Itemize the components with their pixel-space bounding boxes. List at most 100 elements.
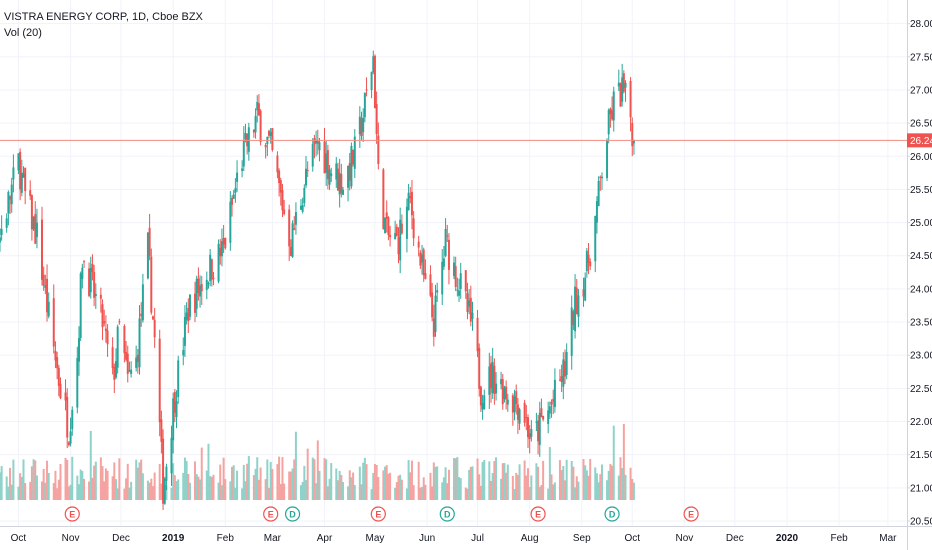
candle-body [525,417,528,419]
candle-body [52,298,55,347]
volume-bars [0,423,635,500]
event-letter: E [69,510,75,520]
volume-bar [397,475,400,500]
candle-body [336,168,339,191]
volume-bar [611,465,614,500]
candle-body [125,352,128,360]
dividend-marker[interactable]: D [439,506,455,522]
candle-body [600,176,603,179]
price-tick-label: 26.50 [910,119,932,130]
candle-body [326,150,329,180]
candle-body [44,285,47,288]
event-letter: D [609,510,616,520]
candle-body [151,316,154,320]
volume-bar [114,479,117,500]
volume-bar [5,476,8,500]
event-circle [370,506,386,522]
volume-indicator-label[interactable]: Vol (20) [4,27,42,39]
volume-bar [135,459,138,500]
candle-body [93,272,96,298]
volume-bar [407,460,410,500]
candle-body [241,168,244,171]
candle-body [323,141,326,174]
volume-bar [631,478,634,500]
candle-body [493,365,496,394]
volume-bar [513,489,516,500]
candle-body [577,295,580,317]
candle-body [29,190,32,197]
candle-body [17,153,20,171]
volume-bar [597,482,600,500]
volume-bar [624,474,627,500]
chart-grid [0,0,907,526]
volume-bar [236,470,239,500]
event-circle [64,506,80,522]
volume-bar [195,474,198,500]
candle-body [305,168,308,186]
earnings-marker[interactable]: E [370,506,386,522]
volume-bar [372,472,375,500]
volume-bar [617,475,620,500]
candle-body [575,287,578,315]
candle-body [283,209,286,215]
candle-body [316,140,319,144]
candle-body [188,294,191,317]
dividend-marker[interactable]: D [604,506,620,522]
volume-bar [562,466,565,500]
price-tick-label: 28.00 [910,19,932,30]
candle-body [135,357,138,368]
candle-body [436,290,439,293]
volume-bar [10,484,13,500]
candle-body [624,82,627,88]
volume-bar [594,467,597,500]
volume-bar [59,463,62,500]
symbol-title[interactable]: VISTRA ENERGY CORP, 1D, Cboe BZX [4,11,203,23]
volume-bar [311,457,314,500]
volume-bar [528,486,531,500]
volume-bar [365,464,368,500]
volume-bar [389,472,392,500]
volume-bar [71,456,74,500]
volume-bar [572,466,575,500]
candle-body [442,258,445,267]
volume-bar [600,464,603,500]
earnings-marker[interactable]: E [530,506,546,522]
volume-bar [505,472,508,500]
event-letter: E [535,510,541,520]
volume-bar [269,461,272,500]
time-tick-label: Dec [112,533,130,544]
candle-body [5,218,8,228]
volume-bar [382,470,385,500]
candle-body [342,189,345,195]
volume-bar [34,460,37,500]
candle-body [530,428,533,437]
candle-body [412,218,415,239]
dividend-marker[interactable]: D [284,506,301,522]
candle-body [500,379,503,385]
candle-body [123,325,126,354]
earnings-marker[interactable]: E [64,506,80,522]
price-axis[interactable]: 20.50 21.00 21.50 22.00 22.50 23.00 23.50 24.00… [907,19,932,528]
earnings-marker[interactable]: E [263,506,279,522]
volume-bar [493,461,496,500]
volume-bar [384,466,387,500]
volume-bar [456,457,459,500]
volume-bar [257,479,260,500]
volume-bar [289,471,292,500]
candle-body [552,398,555,402]
volume-bar [188,482,191,500]
time-axis[interactable]: Oct Nov Dec 2019 Feb Mar Apr May Jun Jul Aug Sep Oct… [11,533,897,544]
volume-bar [9,467,12,500]
volume-bar [66,459,69,500]
volume-bar [558,460,561,500]
candle-body [394,233,397,240]
volume-bar [373,464,376,500]
earnings-marker[interactable]: E [683,506,699,522]
candle-body [177,360,180,398]
candle-body [584,277,587,301]
volume-bar [446,483,449,500]
event-circle [530,506,546,522]
volume-bar [288,471,291,500]
